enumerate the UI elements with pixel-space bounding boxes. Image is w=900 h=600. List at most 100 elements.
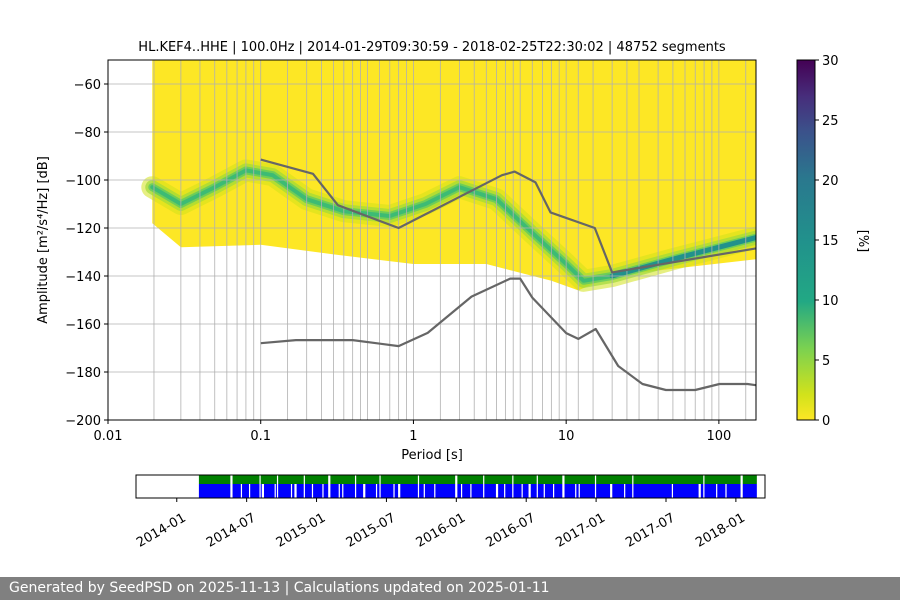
colorbar-tick-label: 10 xyxy=(822,294,839,309)
data-gap xyxy=(698,484,701,498)
colorbar-gradient xyxy=(796,59,816,421)
data-gap xyxy=(417,475,420,498)
data-gap xyxy=(632,475,634,498)
availability-bar-bottom xyxy=(198,484,757,498)
data-gap xyxy=(470,484,472,498)
x-tick-label: 0.01 xyxy=(94,429,123,444)
timeline-tick-label: 2014-07 xyxy=(204,511,259,551)
noise-model-layer xyxy=(260,158,756,392)
data-gap xyxy=(483,475,485,498)
data-gap xyxy=(610,484,613,498)
x-tick-label: 1 xyxy=(409,429,417,444)
data-availability-timeline: 2014-01 2014-07 2015-01 2015-07 2016-01 2016-… xyxy=(134,474,766,551)
data-gap xyxy=(543,484,545,498)
noise-model-nhnm xyxy=(260,158,756,274)
data-gap xyxy=(512,475,514,498)
timeline-tick-label: 2016-07 xyxy=(484,511,539,551)
data-gap xyxy=(338,484,340,498)
data-gap xyxy=(460,484,463,498)
footer-text: Generated by SeedPSD on 2025-11-13 | Cal… xyxy=(9,580,550,596)
noise-model-nlnm xyxy=(260,277,756,392)
data-gap xyxy=(725,484,727,498)
y-tick-label: −60 xyxy=(74,78,101,93)
data-gap xyxy=(716,484,718,498)
data-gap xyxy=(562,475,565,498)
data-gap xyxy=(495,484,499,498)
availability-bar-top xyxy=(198,475,757,484)
data-gap xyxy=(311,484,314,498)
data-gap xyxy=(553,484,555,498)
x-tick-label: 0.1 xyxy=(250,429,271,444)
data-gap xyxy=(455,475,458,498)
data-gap xyxy=(703,475,705,498)
timeline-tick-label: 2015-07 xyxy=(344,511,399,551)
coverage-layer xyxy=(152,60,756,291)
data-gap xyxy=(274,484,276,498)
colorbar-tick-label: 15 xyxy=(822,234,839,249)
data-gap xyxy=(290,484,293,498)
data-gap xyxy=(276,475,279,498)
data-gap xyxy=(578,484,580,498)
timeline-ticks: 2014-01 2014-07 2015-01 2015-07 2016-01 2016-… xyxy=(134,498,748,551)
data-gap xyxy=(354,475,357,498)
data-gap xyxy=(240,484,243,498)
x-tick-label: 10 xyxy=(558,429,575,444)
timeline-bars xyxy=(198,475,757,498)
timeline-tick-label: 2017-01 xyxy=(553,511,608,551)
data-gap xyxy=(594,475,597,498)
x-axis-label: Period [s] xyxy=(401,448,463,463)
y-tick-label: −80 xyxy=(74,126,101,141)
psd-figure: HL.KEF4..HHE | 100.0Hz | 2014-01-29T09:3… xyxy=(36,40,870,551)
data-gap xyxy=(261,484,264,498)
colorbar-tick-label: 25 xyxy=(822,114,839,129)
timeline-tick-label: 2016-01 xyxy=(414,511,469,551)
data-gap xyxy=(434,484,436,498)
colorbar-ticks: 0 5 10 15 20 25 30 xyxy=(815,54,839,429)
y-tick-label: −180 xyxy=(65,366,101,381)
colorbar-label: [%] xyxy=(855,230,870,253)
y-axis-label: Amplitude [m²/s⁴/Hz] [dB] xyxy=(36,156,51,324)
data-gap xyxy=(322,484,324,498)
data-gap xyxy=(303,475,305,498)
y-tick-label: −200 xyxy=(65,414,101,429)
timeline-tick-label: 2018-01 xyxy=(693,511,748,551)
data-gap xyxy=(528,484,531,498)
data-gap xyxy=(624,484,626,498)
data-gap xyxy=(521,484,523,498)
data-gap xyxy=(363,484,366,498)
y-tick-label: −140 xyxy=(65,270,101,285)
data-gap xyxy=(328,475,331,498)
data-gap xyxy=(342,484,344,498)
data-gap xyxy=(230,475,233,498)
data-gap xyxy=(375,484,378,498)
x-tick-label: 100 xyxy=(706,429,731,444)
y-tick-label: −100 xyxy=(65,174,101,189)
plot-frame xyxy=(107,59,757,421)
y-tick-label: −120 xyxy=(65,222,101,237)
data-gap xyxy=(393,484,395,498)
data-gap xyxy=(423,484,425,498)
data-gap xyxy=(504,484,506,498)
timeline-tick-label: 2017-07 xyxy=(623,511,678,551)
data-gap xyxy=(671,484,674,498)
timeline-tick-label: 2015-01 xyxy=(274,511,329,551)
x-axis-ticks: 0.01 0.1 1 10 100 xyxy=(94,420,731,444)
data-gap xyxy=(740,475,743,498)
data-gap xyxy=(398,484,401,498)
timeline-tick-label: 2014-01 xyxy=(134,511,189,551)
coverage-area xyxy=(152,60,756,291)
timeline-frame xyxy=(135,474,766,499)
colorbar-tick-label: 30 xyxy=(822,54,839,69)
y-tick-label: −160 xyxy=(65,318,101,333)
colorbar-tick-label: 5 xyxy=(822,354,830,369)
colorbar-tick-label: 20 xyxy=(822,174,839,189)
colorbar-tick-label: 0 xyxy=(822,414,830,429)
y-axis-ticks: −60 −80 −100 −120 −140 −160 −180 −200 xyxy=(65,78,108,429)
psd-plot-area: 0.01 0.1 1 10 100 −60 −80 −100 −120 −140 −160 −180… xyxy=(65,59,757,444)
grid-layer xyxy=(108,60,756,420)
data-gap xyxy=(259,475,261,498)
data-gap xyxy=(294,484,297,498)
colorbar: 0 5 10 15 20 25 30 [%] xyxy=(796,54,870,429)
footer-bar: Generated by SeedPSD on 2025-11-13 | Cal… xyxy=(0,577,900,600)
data-gap xyxy=(379,475,381,498)
